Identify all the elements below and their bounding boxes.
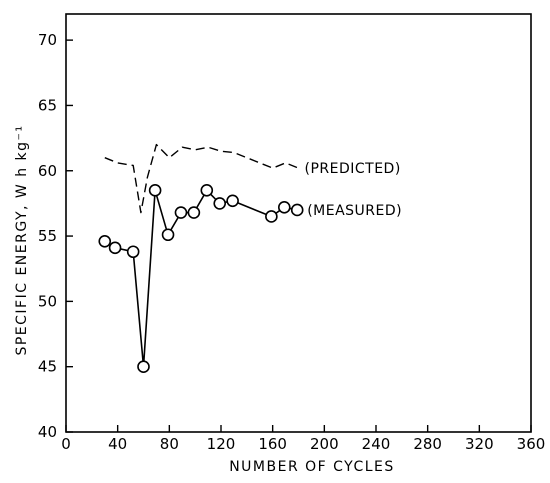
x-tick-label: 120 [207, 435, 236, 453]
measured-data-point [265, 210, 278, 223]
predicted-series-line [104, 143, 299, 214]
y-tick-label: 40 [38, 423, 57, 441]
measured-data-point [148, 184, 162, 197]
x-tick-label: 360 [517, 435, 546, 453]
x-tick-label: 200 [310, 435, 339, 453]
y-tick-label: 60 [38, 162, 57, 180]
y-tick-label: 70 [38, 31, 57, 49]
measured-data-point [200, 184, 214, 197]
y-tick-label: 45 [38, 358, 57, 376]
y-axis-title: SPECIFIC ENERGY, W h kg⁻¹ [14, 124, 30, 355]
y-tick-label: 50 [38, 292, 57, 310]
series: (PREDICTED) (MEASURED) [98, 143, 402, 373]
x-tick-label: 320 [465, 435, 494, 453]
x-tick-label: 80 [160, 435, 179, 453]
measured-data-point [187, 206, 201, 219]
measured-data-point [290, 203, 304, 217]
x-tick-label: 40 [108, 435, 127, 453]
measured-series-line [104, 189, 298, 368]
measured-data-point [126, 245, 140, 259]
axes [65, 13, 532, 433]
measured-data-point [98, 234, 112, 248]
measured-data-point [226, 194, 239, 208]
measured-data-point [213, 197, 227, 210]
measured-data-point [174, 206, 188, 219]
x-tick-label: 160 [258, 435, 287, 453]
measured-data-point [161, 228, 175, 242]
y-tick-label: 65 [38, 96, 57, 114]
measured-data-point [137, 360, 150, 373]
predicted-series-label: (PREDICTED) [305, 161, 401, 177]
measured-series-label: (MEASURED) [307, 203, 402, 219]
y-tick-label: 55 [38, 227, 57, 245]
plot-frame [65, 13, 532, 433]
x-tick-label: 240 [362, 435, 391, 453]
x-axis-title: NUMBER OF CYCLES [229, 459, 395, 475]
measured-data-point [108, 241, 122, 255]
x-tick-label: 280 [413, 435, 442, 453]
x-tick-label: 0 [61, 435, 71, 453]
measured-data-point [277, 201, 291, 214]
